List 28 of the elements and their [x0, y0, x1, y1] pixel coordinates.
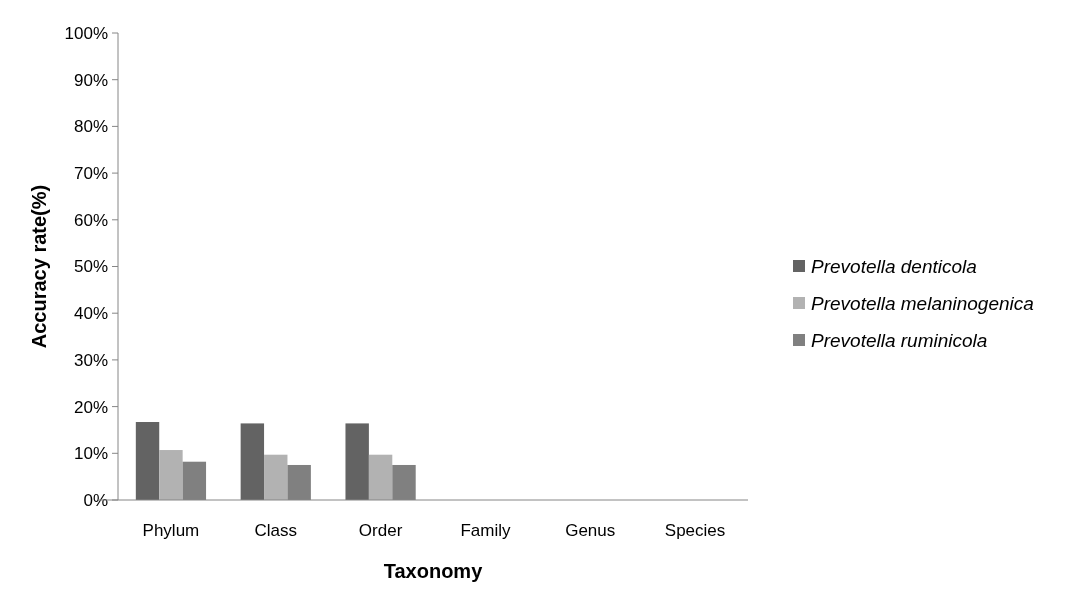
x-tick-label: Genus	[565, 521, 616, 540]
y-tick-label: 100%	[64, 23, 108, 43]
x-axis-title: Taxonomy	[383, 560, 484, 582]
bar	[345, 423, 369, 500]
x-tick-label: Family	[460, 521, 511, 540]
y-tick-label: 40%	[73, 304, 108, 324]
legend-label: Prevotella denticola	[811, 255, 977, 277]
bar	[135, 422, 160, 500]
y-tick-label: 30%	[73, 350, 108, 370]
x-tick-label: Class	[254, 521, 298, 540]
y-tick-label: 0%	[83, 490, 108, 510]
x-tick-label: Species	[664, 521, 726, 540]
y-axis-title: Accuracy rate(%)	[28, 184, 50, 349]
y-tick-label: 90%	[73, 70, 108, 90]
y-tick-label: 20%	[73, 397, 108, 417]
bar	[240, 423, 265, 500]
y-tick-label: 60%	[73, 210, 108, 230]
y-tick-label: 10%	[73, 444, 108, 464]
bar	[159, 450, 183, 500]
bar	[264, 454, 288, 500]
bar	[368, 454, 393, 500]
legend-label: Prevotella melaninogenica	[811, 292, 1034, 314]
legend-label: Prevotella ruminicola	[811, 329, 988, 351]
x-tick-label: Order	[358, 521, 403, 540]
x-tick-label: Phylum	[142, 521, 200, 540]
y-tick-label: 70%	[73, 164, 108, 184]
y-tick-label: 80%	[73, 117, 108, 137]
y-tick-label: 50%	[73, 257, 108, 277]
